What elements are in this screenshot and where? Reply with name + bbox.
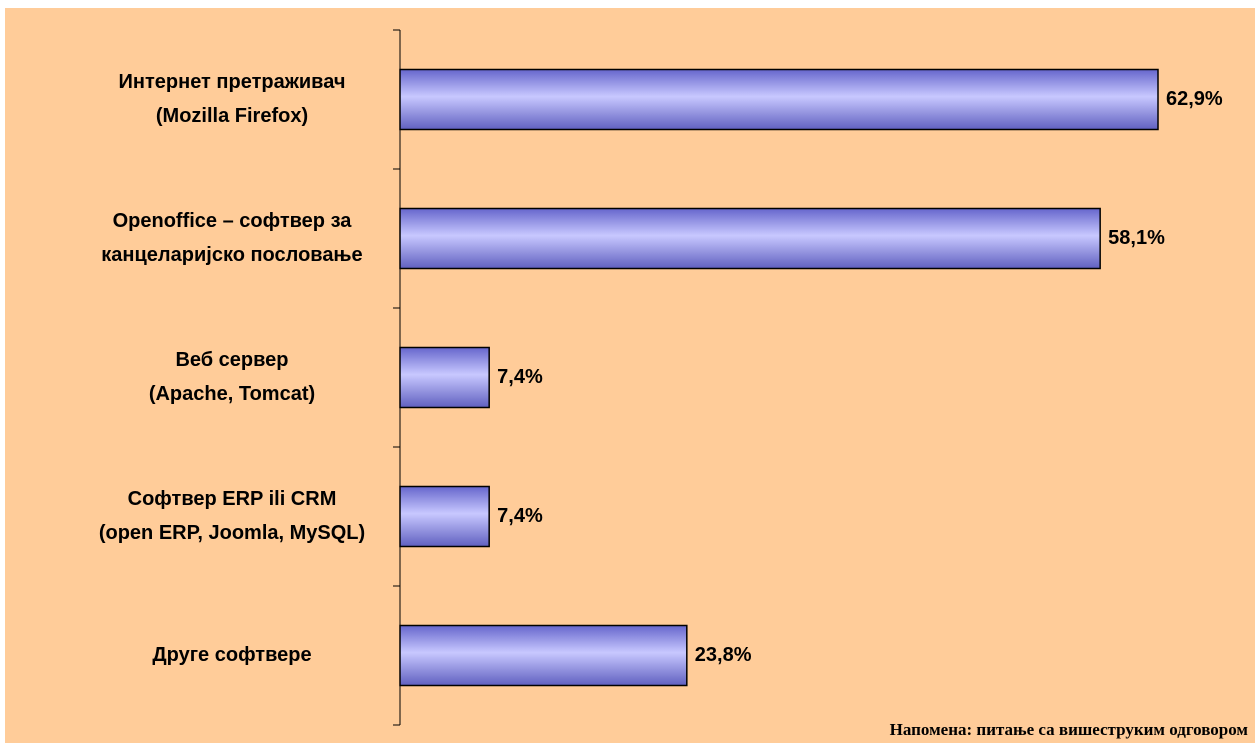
bar xyxy=(399,68,1159,131)
category-label: Интернет претраживач xyxy=(119,71,346,93)
category-label: (Mozilla Firefox) xyxy=(156,105,308,127)
category-label: канцеларијско пословање xyxy=(101,244,362,266)
category-label: Друге софтвере xyxy=(152,644,311,666)
value-label: 7,4% xyxy=(497,505,543,527)
category-label: Веб сервер xyxy=(175,349,288,371)
value-label: 23,8% xyxy=(695,644,752,666)
value-label: 58,1% xyxy=(1108,227,1165,249)
value-label: 62,9% xyxy=(1166,88,1223,110)
bar xyxy=(399,624,688,687)
plot-background xyxy=(5,8,1255,743)
bar xyxy=(399,207,1101,270)
category-label: (Apache, Tomcat) xyxy=(149,383,315,405)
note: Напомена: питање са вишеструким одговоро… xyxy=(890,720,1249,739)
category-label: Софтвер ERP ili CRM xyxy=(128,488,337,510)
value-label: 7,4% xyxy=(497,366,543,388)
bar xyxy=(399,485,490,548)
bar xyxy=(399,346,490,409)
category-label: (open ERP, Joomla, MySQL) xyxy=(99,522,365,544)
category-label: Openoffice – софтвер за xyxy=(113,210,353,232)
